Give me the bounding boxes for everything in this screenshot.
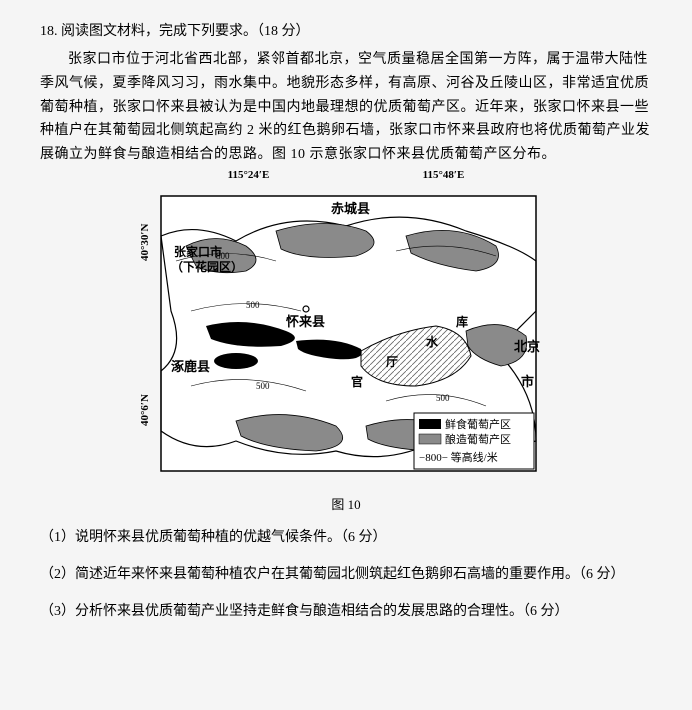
legend-fresh-swatch bbox=[419, 419, 441, 429]
wine-area-n bbox=[276, 223, 374, 257]
legend-contour-label: −800− 等高线/米 bbox=[419, 450, 498, 464]
contour-label-500c: 500 bbox=[436, 393, 450, 403]
lon-right-label: 115°48′E bbox=[423, 169, 465, 181]
longitude-labels: 115°24′E 115°48′E bbox=[151, 169, 541, 181]
sub-question-1: （1）说明怀来县优质葡萄种植的优越气候条件。（6 分） bbox=[40, 525, 652, 550]
sub-question-2: （2）简述近年来怀来县葡萄种植农户在其葡萄园北侧筑起红色鹅卵石高墙的重要作用。（… bbox=[40, 562, 652, 587]
question-paragraph: 张家口市位于河北省西北部，紧邻首都北京，空气质量稳居全国第一方阵，属于温带大陆性… bbox=[40, 48, 652, 167]
place-guan: 官 bbox=[351, 374, 363, 389]
question-number: 18. bbox=[40, 24, 58, 39]
place-zhangjiakou: 张家口市 bbox=[174, 244, 222, 259]
contour-label-500b: 500 bbox=[256, 381, 270, 391]
place-ting: 厅 bbox=[386, 355, 398, 369]
place-xiahuayuan: （下花园区） bbox=[171, 259, 243, 274]
place-beijing1: 北京 bbox=[514, 339, 540, 354]
lat-bottom-label: 40°6′N bbox=[139, 394, 151, 426]
question-header: 18. 阅读图文材料，完成下列要求。（18 分） bbox=[40, 20, 652, 40]
fresh-area-sw bbox=[214, 353, 258, 369]
contour-label-500a: 500 bbox=[246, 300, 260, 310]
place-zhuolu: 涿鹿县 bbox=[171, 359, 210, 374]
question-intro: 阅读图文材料，完成下列要求。（18 分） bbox=[61, 24, 310, 39]
legend-fresh-label: 鲜食葡萄产区 bbox=[445, 417, 511, 431]
lon-left-label: 115°24′E bbox=[228, 169, 270, 181]
map-svg: 40°30′N 40°6′N 800 500 500 500 赤城县 张家口 bbox=[136, 191, 556, 481]
place-chicheng: 赤城县 bbox=[331, 201, 370, 216]
legend-wine-swatch bbox=[419, 434, 441, 444]
lat-top-label: 40°30′N bbox=[139, 223, 151, 260]
place-beijing2: 市 bbox=[521, 374, 534, 389]
legend-wine-label: 酿造葡萄产区 bbox=[445, 432, 511, 446]
place-ku: 库 bbox=[456, 314, 468, 329]
place-huailai: 怀来县 bbox=[286, 314, 325, 329]
map-caption: 图 10 bbox=[40, 494, 652, 513]
huailai-marker bbox=[303, 306, 309, 312]
map-container: 40°30′N 40°6′N 800 500 500 500 赤城县 张家口 bbox=[40, 191, 652, 486]
sub-question-3: （3）分析怀来县优质葡萄产业坚持走鲜食与酿造相结合的发展思路的合理性。（6 分） bbox=[40, 599, 652, 624]
place-shui: 水 bbox=[426, 334, 439, 349]
